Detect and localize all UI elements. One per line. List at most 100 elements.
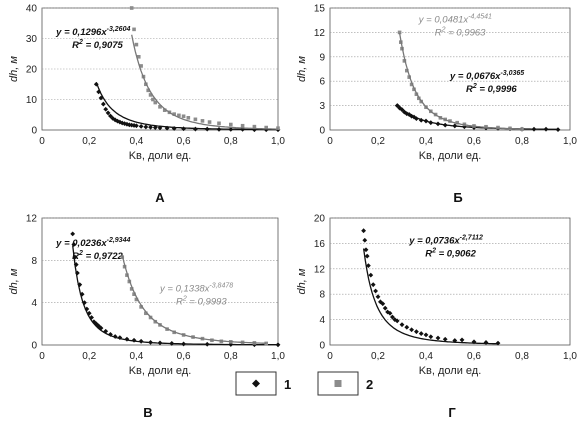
series-1 (361, 228, 501, 346)
data-point (404, 324, 410, 330)
x-tick-label: 0 (327, 351, 333, 362)
trendline (72, 245, 279, 346)
data-point (409, 327, 414, 333)
data-point (399, 322, 405, 328)
data-point (148, 93, 153, 97)
data-point (399, 107, 405, 113)
data-point (129, 6, 134, 10)
legend-label: 1 (284, 377, 291, 392)
chart-panel-2: 0 3 6 9 12 15 0 0,2 0,4 0,6 0,8 1,0 dh, м Kв, доли ед… (296, 4, 577, 206)
y-tick-label: 16 (314, 239, 326, 250)
data-point (366, 263, 371, 269)
data-point (382, 305, 388, 311)
legend-item-1: 1 (235, 371, 291, 396)
x-axis-label: Kв, доли ед. (419, 365, 482, 377)
trendline (396, 103, 559, 131)
data-point (397, 30, 402, 35)
data-point (132, 27, 136, 32)
data-point (136, 55, 141, 59)
data-point (153, 100, 158, 105)
data-point (380, 301, 386, 307)
data-point (418, 331, 424, 336)
chart-panel-3: 0 4 8 12 0 0,2 0,4 0,6 0,8 1,0 dh, м Kв, доли ед. y … (8, 214, 285, 421)
x-axis-label: Kв, доли ед. (129, 150, 192, 162)
data-point (71, 242, 77, 247)
trend-equation: y = 0,1338x-3,8478 (159, 283, 233, 295)
legend-label: 2 (366, 377, 373, 392)
data-point (108, 113, 113, 119)
data-point (84, 306, 90, 312)
x-tick-label: 0,4 (419, 351, 433, 362)
x-tick-label: 1,0 (271, 136, 285, 147)
data-point (390, 314, 395, 320)
y-tick-label: 0 (319, 126, 325, 137)
data-point (103, 106, 109, 112)
x-tick-label: 1,0 (563, 136, 577, 147)
data-point (129, 287, 134, 291)
y-tick-label: 4 (31, 298, 37, 309)
data-point (455, 120, 459, 125)
x-tick-label: 0,6 (177, 136, 191, 147)
r-squared: R2 = 0,9996 (466, 83, 517, 95)
x-tick-label: 0,8 (224, 351, 238, 362)
trendline (362, 248, 499, 345)
trend-equation: y = 0,0236x-2,9344 (55, 237, 130, 249)
legend-item-2: 2 (317, 371, 373, 396)
data-point (91, 319, 97, 325)
data-point (125, 273, 129, 277)
y-tick-label: 40 (26, 4, 38, 15)
x-tick-label: 0,2 (82, 136, 96, 147)
data-point (148, 124, 153, 130)
chart-panel-1: 0 10 20 30 40 0 0,2 0,4 0,6 0,8 1,0 dh, м Kв, доли е… (8, 4, 285, 206)
y-tick-label: 12 (26, 214, 38, 225)
panel-label: Г (448, 405, 456, 420)
plot-area (329, 217, 571, 346)
trendline (121, 254, 267, 344)
legend-marker-diamond (252, 379, 260, 388)
data-point (112, 334, 118, 339)
trend-equation: y = 0,0676x-3,0365 (449, 70, 524, 82)
data-point (423, 332, 429, 338)
panel-label: В (143, 405, 152, 420)
data-point (89, 315, 94, 320)
trendline (95, 82, 278, 131)
data-point (276, 126, 280, 130)
y-tick-label: 4 (319, 315, 325, 326)
data-point (70, 231, 76, 237)
x-tick-label: 0,2 (371, 136, 385, 147)
x-tick-label: 0,6 (467, 136, 481, 147)
trend-equation: y = 0,1296x-3,2604 (55, 26, 130, 38)
data-point (363, 247, 369, 253)
data-point (264, 341, 268, 346)
data-point (405, 68, 409, 73)
data-point (181, 114, 186, 119)
data-point (264, 125, 268, 130)
x-tick-label: 0,2 (82, 351, 96, 362)
y-axis-label: dh, м (8, 268, 20, 294)
x-tick-label: 0,6 (467, 351, 481, 362)
y-tick-label: 3 (319, 101, 325, 112)
data-point (158, 105, 162, 109)
data-point (207, 120, 212, 124)
chart-panel-4: 0 4 8 12 16 20 0 0,2 0,4 0,6 0,8 1,0 dh, м Kв, доли е… (296, 214, 577, 421)
y-tick-label: 8 (319, 290, 325, 301)
data-point (186, 116, 191, 120)
data-point (177, 113, 181, 118)
data-point (402, 59, 407, 63)
x-tick-label: 0,4 (129, 136, 143, 147)
data-point (373, 288, 378, 294)
data-point (117, 119, 123, 125)
x-axis-label: Kв, доли ед. (129, 365, 192, 377)
r-squared: R2 = 0,9075 (72, 39, 123, 51)
panel-label: А (155, 190, 165, 205)
data-point (129, 122, 135, 128)
legend-marker-square (334, 380, 342, 387)
y-axis-label: dh, м (296, 268, 308, 294)
y-tick-label: 15 (314, 4, 326, 15)
data-point (364, 253, 370, 259)
x-tick-label: 0,2 (371, 351, 385, 362)
x-tick-label: 0,8 (515, 351, 529, 362)
series-1 (93, 81, 281, 133)
x-tick-label: 0,6 (177, 351, 191, 362)
